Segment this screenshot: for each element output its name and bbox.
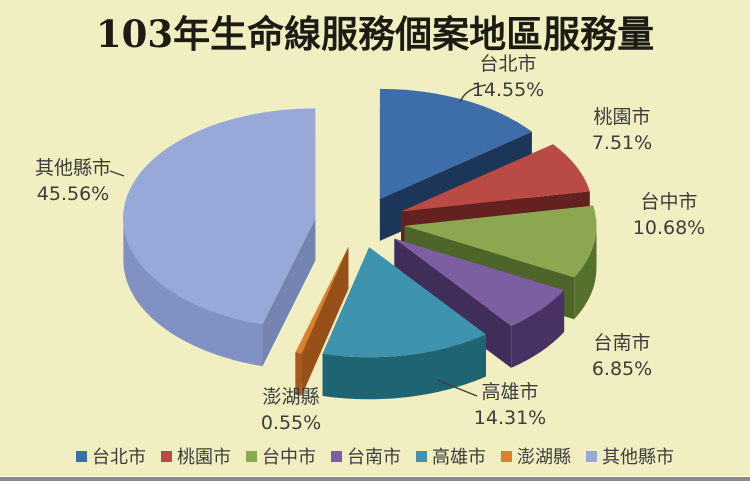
legend-swatch-tainan bbox=[331, 450, 342, 462]
window-bottom-edge bbox=[0, 476, 750, 481]
pie-slice-others[interactable] bbox=[123, 108, 316, 325]
slice-label-kaohsiung-pct: 14.31% bbox=[473, 407, 547, 429]
slice-label-taoyuan-pct: 7.51% bbox=[591, 132, 653, 154]
leader-line-kaohsiung bbox=[436, 379, 478, 397]
pie-slice-rim-tainan bbox=[511, 290, 565, 368]
chart-title: 103年生命線服務個案地區服務量 bbox=[95, 12, 655, 56]
legend: 台北市 桃園市 台中市 台南市 高雄市 澎湖縣 其他縣市 bbox=[0, 443, 750, 469]
pie-slice-rim-penghu bbox=[295, 352, 302, 396]
pie-slice-taipei[interactable] bbox=[379, 88, 532, 199]
slice-label-taoyuan: 桃園市 7.51% bbox=[592, 104, 652, 156]
pie-slice-taichung[interactable] bbox=[404, 205, 597, 278]
slice-label-kaohsiung: 高雄市 14.31% bbox=[474, 379, 546, 431]
slice-label-kaohsiung-name: 高雄市 bbox=[481, 381, 539, 403]
legend-swatch-taipei bbox=[76, 450, 87, 462]
legend-swatch-taichung bbox=[246, 450, 257, 462]
legend-item-taichung[interactable]: 台中市 bbox=[246, 443, 316, 469]
legend-swatch-taoyuan bbox=[161, 450, 172, 462]
pie-slice-taoyuan[interactable] bbox=[401, 144, 590, 212]
legend-item-tainan[interactable]: 台南市 bbox=[331, 443, 401, 469]
legend-label-tainan: 台南市 bbox=[347, 447, 401, 468]
legend-label-taichung: 台中市 bbox=[262, 447, 316, 468]
slice-label-taoyuan-name: 桃園市 bbox=[593, 106, 651, 128]
slice-label-taichung-name: 台中市 bbox=[640, 191, 698, 213]
pie-slice-tainan[interactable] bbox=[394, 238, 565, 326]
pie-slice-side-penghu bbox=[295, 246, 349, 395]
slice-label-others-pct: 45.56% bbox=[36, 183, 110, 205]
legend-label-kaohsiung: 高雄市 bbox=[432, 447, 486, 468]
legend-label-taoyuan: 桃園市 bbox=[177, 447, 231, 468]
legend-swatch-penghu bbox=[501, 450, 512, 462]
pie-slice-side-others bbox=[262, 218, 316, 367]
legend-item-taoyuan[interactable]: 桃園市 bbox=[161, 443, 231, 469]
leader-line-taipei bbox=[459, 84, 487, 103]
slice-label-tainan: 台南市 6.85% bbox=[592, 330, 652, 382]
leader-line-others bbox=[109, 170, 125, 177]
legend-item-taipei[interactable]: 台北市 bbox=[76, 443, 146, 469]
pie-slice-kaohsiung[interactable] bbox=[322, 247, 486, 358]
slice-label-taipei-name: 台北市 bbox=[479, 53, 537, 75]
slice-label-taipei: 台北市 14.55% bbox=[472, 51, 544, 103]
legend-label-taipei: 台北市 bbox=[92, 447, 146, 468]
legend-item-penghu[interactable]: 澎湖縣 bbox=[501, 443, 571, 469]
pie-slice-rim-others bbox=[123, 218, 263, 367]
legend-label-others: 其他縣市 bbox=[602, 447, 674, 468]
pie-slice-rim-taichung bbox=[574, 225, 597, 320]
legend-label-penghu: 澎湖縣 bbox=[517, 447, 571, 468]
legend-swatch-kaohsiung bbox=[416, 450, 427, 462]
legend-item-kaohsiung[interactable]: 高雄市 bbox=[416, 443, 486, 469]
slice-label-taichung: 台中市 10.68% bbox=[633, 189, 705, 241]
slice-label-tainan-name: 台南市 bbox=[593, 332, 651, 354]
pie-slice-penghu[interactable] bbox=[295, 246, 349, 354]
slice-label-penghu: 澎湖縣 0.55% bbox=[261, 384, 321, 436]
legend-item-others[interactable]: 其他縣市 bbox=[586, 443, 674, 469]
slice-label-others-name: 其他縣市 bbox=[34, 157, 112, 179]
slice-label-taipei-pct: 14.55% bbox=[471, 79, 545, 101]
slice-label-taichung-pct: 10.68% bbox=[632, 217, 706, 239]
slice-label-penghu-pct: 0.55% bbox=[260, 412, 322, 434]
slice-label-penghu-name: 澎湖縣 bbox=[262, 386, 320, 408]
slice-label-others: 其他縣市 45.56% bbox=[35, 155, 111, 207]
legend-swatch-others bbox=[586, 450, 597, 462]
slice-label-tainan-pct: 6.85% bbox=[591, 358, 653, 380]
